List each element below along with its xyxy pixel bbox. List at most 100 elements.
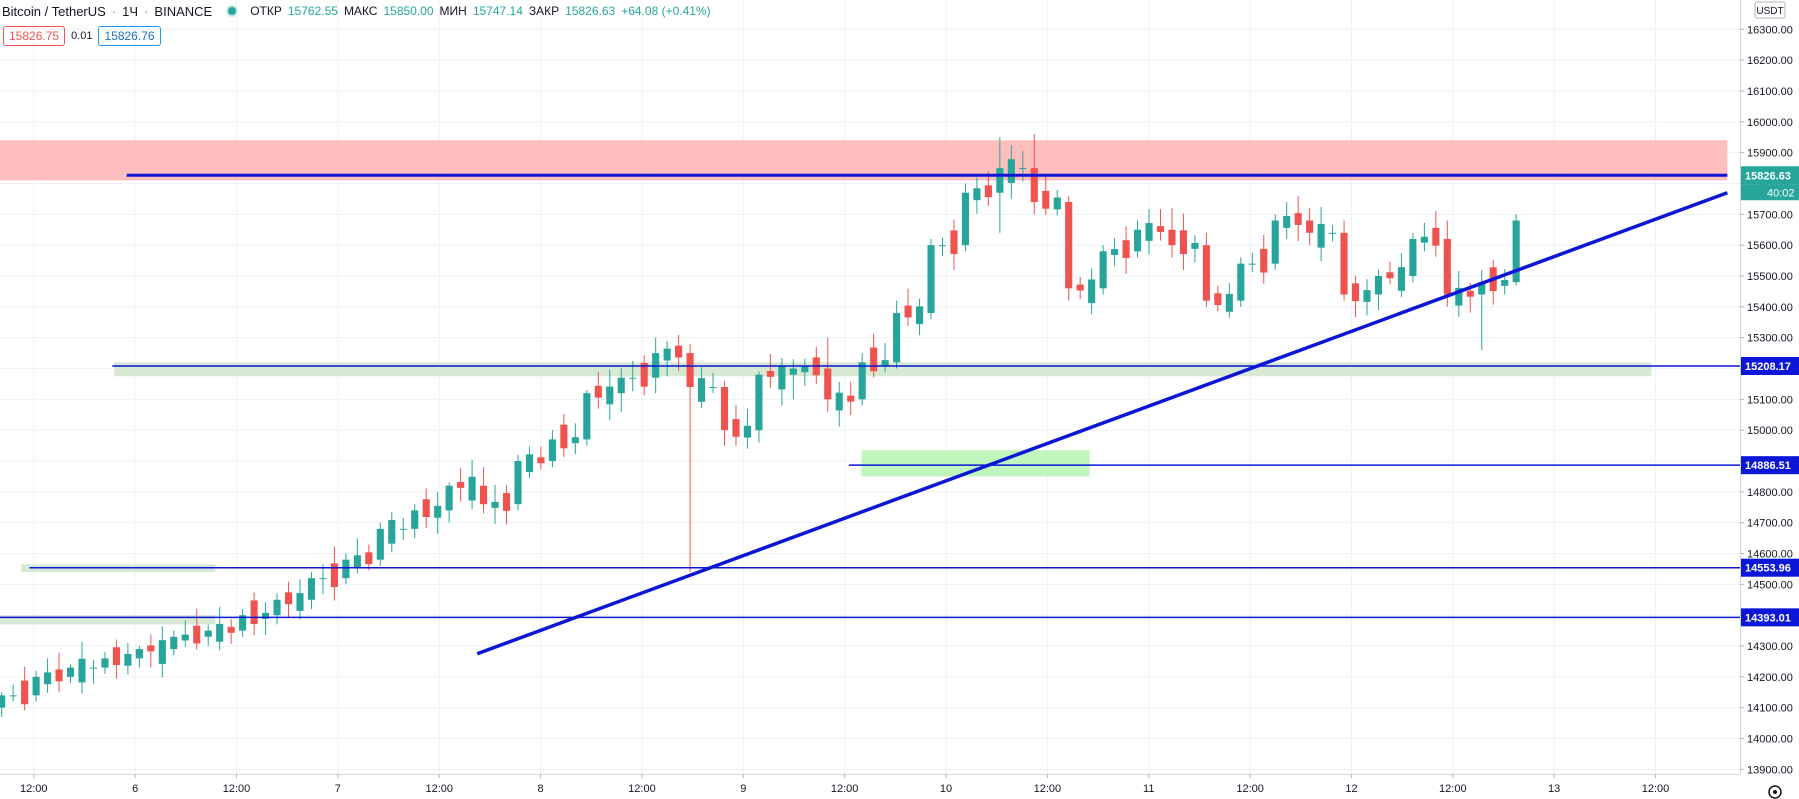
candle[interactable] (927, 238, 935, 320)
candle[interactable] (1455, 270, 1463, 317)
candle[interactable] (491, 484, 499, 524)
candle[interactable] (1214, 285, 1222, 312)
level-price-label[interactable]: 14553.96 (1741, 558, 1799, 577)
candle[interactable] (1512, 214, 1520, 286)
candle[interactable] (502, 485, 511, 525)
trend-line[interactable] (476, 191, 1728, 656)
candle[interactable] (698, 367, 706, 408)
candle[interactable] (1133, 220, 1142, 258)
candle[interactable] (1351, 275, 1360, 318)
candle[interactable] (663, 340, 671, 377)
candle[interactable] (812, 346, 820, 384)
support-zone[interactable] (0, 615, 216, 625)
settings-gear-icon[interactable] (1768, 785, 1782, 799)
candle[interactable] (950, 219, 958, 271)
time-axis[interactable]: 12:00 6 12:00 7 12:00 8 12:00 9 12:00 10 12:00 11 12… (0, 774, 1740, 799)
candle[interactable] (893, 300, 901, 369)
candle[interactable] (112, 639, 120, 679)
support-zone[interactable] (861, 450, 1090, 477)
candle[interactable] (170, 630, 178, 656)
candle[interactable] (239, 609, 247, 637)
candle[interactable] (1271, 214, 1279, 270)
candle[interactable] (147, 634, 155, 668)
candle[interactable] (1156, 209, 1165, 241)
candle[interactable] (1065, 195, 1073, 301)
candle[interactable] (1443, 220, 1451, 307)
candle[interactable] (216, 606, 224, 651)
candle[interactable] (66, 664, 75, 684)
level-price-label[interactable]: 14886.51 (1741, 456, 1799, 475)
resistance-zone[interactable] (0, 140, 1728, 181)
candle[interactable] (32, 670, 40, 702)
candle[interactable] (399, 518, 407, 540)
candle[interactable] (594, 371, 602, 409)
candle[interactable] (1283, 202, 1291, 239)
candle[interactable] (330, 546, 338, 601)
candle[interactable] (755, 371, 763, 443)
candle[interactable] (881, 343, 889, 373)
candle[interactable] (78, 641, 86, 694)
candle[interactable] (709, 373, 717, 394)
candle[interactable] (766, 354, 774, 388)
sell-button[interactable]: 15826.75 (3, 26, 66, 46)
level-price-label[interactable]: 15826.63 40:02 (1741, 166, 1799, 201)
candle[interactable] (1145, 209, 1153, 255)
candle[interactable] (101, 652, 109, 674)
candle[interactable] (640, 355, 648, 396)
candle[interactable] (1432, 210, 1440, 257)
candle[interactable] (1179, 213, 1187, 271)
candle[interactable] (44, 658, 52, 693)
candle[interactable] (1111, 238, 1119, 267)
candle[interactable] (227, 619, 235, 644)
candle[interactable] (124, 643, 132, 675)
candle[interactable] (1122, 226, 1130, 275)
candle[interactable] (250, 592, 258, 636)
candle[interactable] (319, 564, 327, 595)
candle[interactable] (181, 620, 189, 647)
candle[interactable] (89, 659, 98, 684)
candle[interactable] (1340, 220, 1348, 301)
candle[interactable] (55, 652, 63, 693)
level-price-label[interactable]: 15208.17 (1741, 356, 1799, 375)
candle[interactable] (1191, 235, 1199, 263)
candle[interactable] (468, 459, 476, 510)
candle[interactable] (1386, 261, 1394, 285)
candle[interactable] (904, 288, 912, 327)
candle[interactable] (1076, 276, 1084, 300)
candle[interactable] (411, 504, 419, 539)
candle[interactable] (365, 544, 373, 571)
candle[interactable] (560, 413, 568, 457)
candle[interactable] (135, 646, 143, 668)
candle[interactable] (1374, 269, 1383, 310)
candle[interactable] (457, 468, 465, 502)
candle[interactable] (480, 467, 488, 514)
candle[interactable] (847, 381, 855, 416)
candle[interactable] (445, 482, 453, 523)
candle[interactable] (21, 666, 29, 711)
candle[interactable] (1225, 283, 1233, 318)
candle[interactable] (158, 626, 166, 678)
candle[interactable] (273, 593, 281, 625)
candle[interactable] (376, 522, 384, 566)
candle[interactable] (686, 343, 694, 573)
candle[interactable] (1237, 257, 1245, 307)
candle[interactable] (284, 581, 293, 618)
candle[interactable] (1053, 189, 1061, 216)
candle[interactable] (193, 608, 201, 650)
candle[interactable] (1317, 206, 1325, 262)
candle[interactable] (961, 183, 970, 252)
candle[interactable] (1420, 222, 1428, 252)
candle[interactable] (606, 369, 614, 421)
candle[interactable] (583, 390, 591, 446)
candle[interactable] (1329, 225, 1337, 242)
candle[interactable] (824, 337, 832, 412)
candle[interactable] (296, 579, 304, 620)
candle[interactable] (388, 512, 396, 553)
candle[interactable] (720, 380, 729, 446)
candle[interactable] (1294, 196, 1302, 241)
candle[interactable] (525, 446, 534, 479)
candle[interactable] (1248, 252, 1256, 273)
buy-button[interactable]: 15826.76 (98, 26, 161, 46)
candle[interactable] (801, 358, 809, 386)
